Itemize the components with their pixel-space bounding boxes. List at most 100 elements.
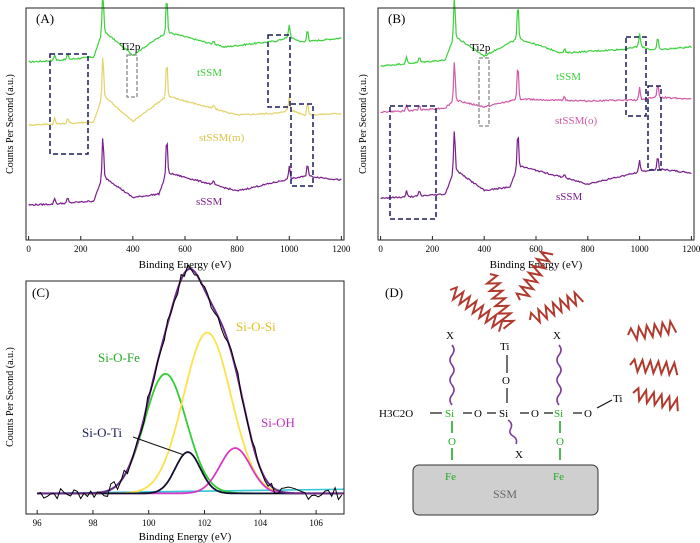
xtick-label: 1000 bbox=[631, 244, 650, 254]
polymer-chain-1 bbox=[449, 285, 505, 332]
linker-bottom bbox=[507, 419, 518, 445]
series-a-stssm-m- bbox=[28, 57, 342, 127]
xtick-label: 800 bbox=[230, 244, 244, 254]
panel-a-box-low bbox=[49, 53, 89, 155]
peak-label-si-o-si: Si-O-Si bbox=[236, 319, 276, 334]
atom-o-3: O bbox=[584, 408, 592, 420]
xtick-label: 1200 bbox=[332, 244, 351, 254]
panel-b-label-tssm: tSSM bbox=[556, 71, 581, 83]
atom-si-left: Si bbox=[445, 408, 454, 420]
peak-label-si-o-ti: Si-O-Ti bbox=[82, 425, 122, 440]
xtick-label: 1200 bbox=[682, 244, 700, 254]
panel-b-xlabel: Binding Energy (eV) bbox=[490, 259, 583, 271]
surface-bonds bbox=[451, 421, 561, 460]
panel-b-box-low bbox=[389, 105, 437, 220]
component-si-o-si bbox=[37, 331, 344, 495]
atom-o-1: O bbox=[474, 408, 482, 420]
panel-a-label-stssm-m: stSSM(m) bbox=[199, 132, 245, 144]
atom-si-middle: Si bbox=[499, 408, 508, 420]
panel-c-xlabel: Binding Energy (eV) bbox=[139, 531, 232, 543]
atom-ti-right: Ti bbox=[613, 393, 622, 405]
xtick-label: 100 bbox=[142, 518, 156, 528]
xtick-label: 1000 bbox=[280, 244, 299, 254]
panel-c-axes bbox=[25, 280, 345, 515]
bonds bbox=[430, 355, 613, 414]
ssm-substrate-label: SSM bbox=[493, 487, 517, 501]
ssm-substrate bbox=[412, 464, 599, 516]
atom-ti-top: Ti bbox=[500, 341, 509, 353]
panel-d-label: (D) bbox=[385, 285, 403, 300]
atom-fe-left: Fe bbox=[445, 471, 456, 483]
atoms: X Ti X O H3C2O Si O Si O Si O Ti X O O F… bbox=[379, 330, 622, 483]
xtick-label: 104 bbox=[254, 518, 268, 528]
xtick-label: 400 bbox=[477, 244, 491, 254]
panel-a-label: (A) bbox=[36, 11, 54, 26]
panel-b-label-sssm: sSSM bbox=[556, 191, 583, 203]
panel-b-box-high1 bbox=[625, 36, 647, 117]
polymer-chain-6 bbox=[629, 356, 679, 378]
xtick-label: 98 bbox=[88, 518, 98, 528]
panel-a-ylabel: Counts Per Second (a.u.) bbox=[5, 74, 16, 174]
series-a-sssm bbox=[28, 138, 342, 207]
xtick-label: 0 bbox=[26, 244, 31, 254]
panel-b-ti-annotation: Ti2p bbox=[470, 42, 491, 54]
series-b-tssm bbox=[380, 0, 692, 67]
panel-a-label-tssm: tSSM bbox=[197, 67, 222, 79]
polymer-chain-7 bbox=[632, 386, 679, 413]
xtick-label: 200 bbox=[74, 244, 88, 254]
raw-data bbox=[37, 263, 343, 501]
panel-c-plot bbox=[37, 263, 345, 501]
linker-left bbox=[449, 344, 455, 406]
atom-si-right: Si bbox=[554, 408, 563, 420]
xtick-label: 102 bbox=[198, 518, 212, 528]
panel-b-label-stssm-o: stSSM(o) bbox=[555, 115, 598, 127]
series-a-tssm bbox=[28, 0, 342, 64]
panel-a-box-high1 bbox=[267, 34, 291, 108]
polymer-chain-2 bbox=[484, 273, 517, 330]
panel-c: (C) Counts Per Second (a.u.) Binding Ene… bbox=[5, 263, 345, 543]
peak-label-si-o-fe: Si-O-Fe bbox=[98, 350, 140, 365]
panel-b-box-high2 bbox=[647, 85, 662, 171]
xtick-label: 0 bbox=[378, 244, 383, 254]
panel-a-xlabel: Binding Energy (eV) bbox=[139, 259, 232, 271]
polymer-chains bbox=[449, 250, 679, 413]
si-o-ti-pointer bbox=[132, 436, 185, 456]
xtick-label: 800 bbox=[581, 244, 595, 254]
panel-b-xticks: 0 200 400 600 800 1000 1200 bbox=[378, 236, 700, 254]
panel-b-plot bbox=[380, 0, 692, 200]
ethoxy-group: H3C2O bbox=[379, 408, 413, 420]
panel-a-box-ti bbox=[126, 54, 138, 98]
series-b-sssm bbox=[380, 131, 692, 200]
atom-o-surface-left: O bbox=[448, 436, 456, 448]
panel-a-ti-annotation: Ti2p bbox=[120, 41, 141, 53]
panel-a: (A) Counts Per Second (a.u.) Binding Ene… bbox=[5, 0, 351, 271]
xtick-label: 106 bbox=[309, 518, 323, 528]
atom-fe-right: Fe bbox=[553, 471, 564, 483]
xtick-label: 96 bbox=[33, 518, 43, 528]
component-si-o-ti bbox=[37, 451, 344, 495]
atom-o-2: O bbox=[531, 408, 539, 420]
xtick-label: 400 bbox=[126, 244, 140, 254]
panel-b: (B) Counts Per Second (a.u.) Binding Ene… bbox=[358, 0, 700, 271]
panel-b-label: (B) bbox=[388, 11, 405, 26]
fitted-envelope bbox=[37, 267, 344, 495]
panel-d: (D) SSM bbox=[379, 250, 679, 516]
linker-right bbox=[556, 344, 562, 406]
peak-label-si-oh: Si-OH bbox=[261, 415, 295, 430]
panel-b-box-ti bbox=[478, 57, 490, 127]
panel-a-box-high2 bbox=[290, 103, 314, 187]
polymer-chain-4 bbox=[529, 289, 585, 325]
atom-o-top: O bbox=[502, 375, 510, 387]
panel-b-ylabel: Counts Per Second (a.u.) bbox=[358, 74, 369, 174]
linker-chains bbox=[449, 344, 562, 445]
panel-c-ylabel: Counts Per Second (a.u.) bbox=[5, 347, 16, 447]
polymer-chain-3 bbox=[515, 250, 554, 301]
atom-x-bottom: X bbox=[515, 449, 523, 461]
xtick-label: 600 bbox=[178, 244, 192, 254]
series-b-stssm-o- bbox=[380, 62, 692, 114]
polymer-chain-5 bbox=[627, 318, 678, 343]
panel-a-xticks: 0 200 400 600 800 1000 1200 bbox=[26, 236, 351, 254]
atom-o-surface-right: O bbox=[556, 436, 564, 448]
atom-x-left: X bbox=[446, 330, 454, 342]
